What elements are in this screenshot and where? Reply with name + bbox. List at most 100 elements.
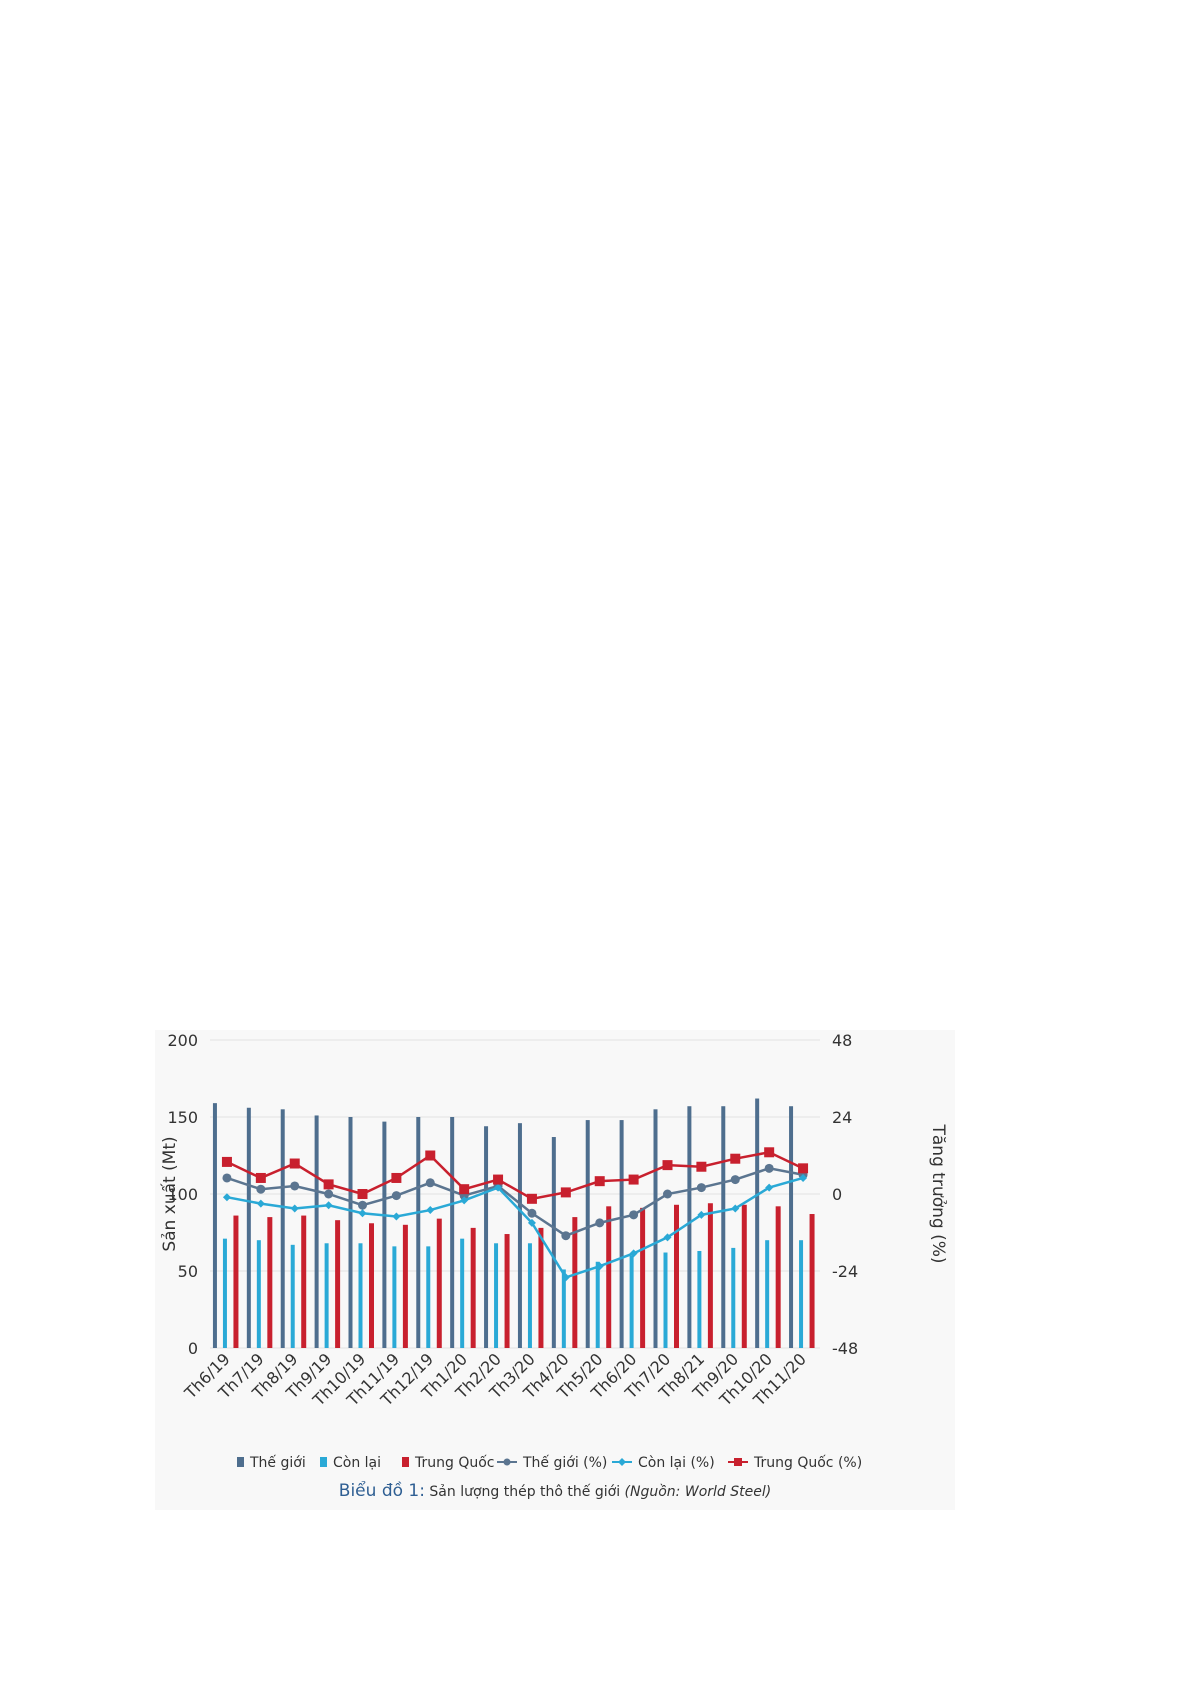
legend-swatch: [237, 1457, 244, 1467]
line-point: [494, 1183, 503, 1192]
line-point: [527, 1208, 537, 1218]
bar: [392, 1246, 397, 1348]
legend-swatch: [402, 1457, 409, 1467]
line-point: [595, 1218, 605, 1228]
bar: [301, 1215, 307, 1348]
bar: [731, 1247, 736, 1348]
y2-axis-title: Tăng trưởng (%): [928, 1124, 948, 1264]
line-point: [663, 1233, 672, 1242]
line-point: [459, 1184, 470, 1195]
legend-layer: Thế giới Còn lại Trung Quốc Thế giới (%) Còn…: [237, 1454, 862, 1471]
bar: [314, 1115, 319, 1348]
line-point: [526, 1193, 537, 1204]
line-point: [256, 1184, 266, 1194]
bar: [789, 1106, 794, 1348]
line-point: [425, 1178, 435, 1188]
line-point: [764, 1163, 774, 1173]
line-point: [696, 1161, 707, 1172]
line-point: [222, 1173, 232, 1183]
bar: [233, 1215, 239, 1348]
line-point: [594, 1176, 605, 1187]
bar: [426, 1246, 431, 1348]
line-point: [358, 1209, 367, 1218]
bar-layer: [212, 1098, 815, 1348]
y2-tick-label: -48: [832, 1339, 858, 1358]
bar: [382, 1121, 387, 1348]
legend-swatch: [320, 1457, 327, 1467]
line-point: [425, 1150, 436, 1161]
legend-label: Còn lại: [333, 1455, 381, 1471]
chart-panel: 0 -48 50 -24 100 0 150 24 200 48 Th6/19 Th7/19 Th8/1…: [155, 1030, 955, 1510]
bar: [653, 1109, 658, 1348]
bar: [707, 1203, 713, 1348]
bar: [585, 1120, 590, 1348]
caption-text: Sản lượng thép thô thế giới: [424, 1484, 625, 1500]
bar: [674, 1204, 679, 1348]
legend-label: Trung Quốc: [414, 1454, 495, 1471]
bar: [267, 1217, 273, 1348]
y2-tick-label: -24: [832, 1262, 858, 1281]
bar: [663, 1252, 668, 1348]
bar: [640, 1207, 646, 1348]
bar: [416, 1117, 421, 1348]
bar: [721, 1106, 726, 1348]
grid-layer: [210, 1039, 820, 1349]
y-axis-title: Sản xuất (Mt): [159, 1136, 180, 1251]
line-point: [256, 1199, 265, 1208]
line-point: [426, 1206, 435, 1215]
bar: [348, 1117, 353, 1348]
line-point: [222, 1193, 231, 1202]
line-point: [290, 1181, 300, 1191]
bar: [470, 1227, 476, 1348]
legend-marker: [734, 1458, 742, 1466]
legend-label: Trung Quốc (%): [753, 1454, 862, 1471]
line-point: [629, 1249, 638, 1258]
line-point: [798, 1163, 809, 1174]
y2-tick-label: 48: [832, 1031, 852, 1050]
bar: [246, 1107, 251, 1348]
bar: [484, 1126, 489, 1348]
caption-source: (Nguồn: World Steel): [624, 1484, 772, 1500]
y-tick-label: 50: [178, 1262, 198, 1281]
bar: [527, 1243, 532, 1348]
line-point: [255, 1172, 266, 1183]
line-point: [391, 1172, 402, 1183]
legend-label: Thế giới (%): [522, 1454, 607, 1471]
bar: [619, 1120, 624, 1348]
line-point: [493, 1174, 504, 1185]
bar: [799, 1240, 804, 1348]
line-point: [560, 1187, 571, 1198]
bar: [256, 1240, 261, 1348]
line-point: [391, 1191, 401, 1201]
legend-label: Còn lại (%): [638, 1455, 715, 1471]
bar: [551, 1137, 556, 1348]
series-line: [226, 1176, 804, 1279]
bar: [517, 1123, 522, 1348]
y2-tick-label: 24: [832, 1108, 852, 1127]
bar: [358, 1243, 363, 1348]
line-layer: [221, 1147, 809, 1282]
bar: [775, 1206, 781, 1348]
line-point: [561, 1231, 571, 1241]
line-point: [561, 1273, 570, 1282]
bar: [290, 1244, 295, 1348]
line-point: [221, 1156, 232, 1167]
bar: [369, 1223, 374, 1348]
series-line: [226, 1167, 804, 1238]
chart-caption: Biểu đồ 1: Sản lượng thép thô thế giới (…: [155, 1481, 955, 1501]
bar: [561, 1269, 566, 1348]
line-point: [392, 1212, 401, 1221]
line-point: [323, 1179, 334, 1190]
caption-label: Biểu đồ 1:: [338, 1481, 425, 1501]
line-point: [324, 1201, 333, 1210]
bar: [809, 1214, 815, 1348]
y-tick-label: 0: [188, 1339, 198, 1358]
bar: [436, 1218, 442, 1348]
bar: [755, 1098, 760, 1348]
bar: [572, 1217, 578, 1348]
line-point: [460, 1196, 469, 1205]
line-point: [628, 1174, 639, 1185]
bar: [687, 1106, 692, 1348]
legend-marker: [503, 1458, 511, 1466]
y2-tick-label: 0: [832, 1185, 842, 1204]
